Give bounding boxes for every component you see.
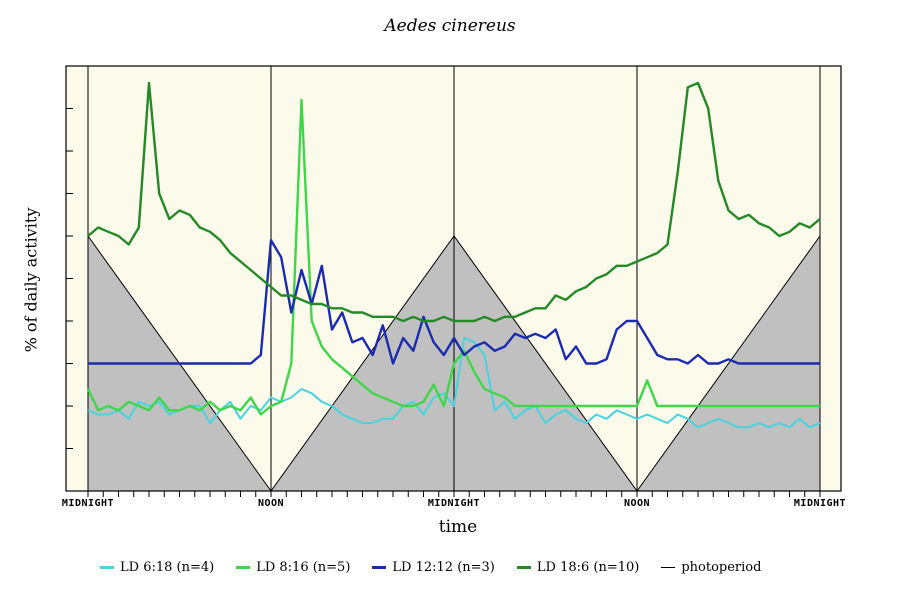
x-tick-label: MIDNIGHT <box>427 498 481 509</box>
legend-item: LD 8:16 (n=5) <box>236 560 350 575</box>
series-line <box>86 98 820 416</box>
legend-item: LD 6:18 (n=4) <box>100 560 214 575</box>
legend-item: photoperiod <box>661 560 761 575</box>
x-axis-label: time <box>438 517 478 537</box>
x-tick-label: MIDNIGHT <box>793 498 847 509</box>
legend-swatch <box>516 566 531 569</box>
chart-title: Aedes cinereus <box>384 16 516 36</box>
legend-item: LD 12:12 (n=3) <box>372 560 495 575</box>
legend-swatch <box>236 566 251 569</box>
legend-swatch <box>100 566 114 569</box>
legend-swatch <box>661 567 676 568</box>
legend-label: LD 18:6 (n=10) <box>536 560 640 575</box>
legend-label: LD 8:16 (n=5) <box>256 560 351 575</box>
legend-label: LD 6:18 (n=4) <box>120 560 215 575</box>
series-line <box>87 81 821 323</box>
series-line <box>87 337 821 429</box>
x-tick-label: NOON <box>623 498 651 509</box>
legend-item: LD 18:6 (n=10) <box>516 560 640 575</box>
legend-swatch <box>372 566 387 569</box>
legend-label: LD 12:12 (n=3) <box>392 560 495 575</box>
legend-label: photoperiod <box>681 560 762 575</box>
legend: LD 6:18 (n=4) LD 8:16 (n=5) LD 12:12 (n=… <box>100 560 783 575</box>
x-tick-label: MIDNIGHT <box>61 498 115 509</box>
series-line <box>88 238 820 365</box>
x-tick-label: NOON <box>257 498 285 509</box>
